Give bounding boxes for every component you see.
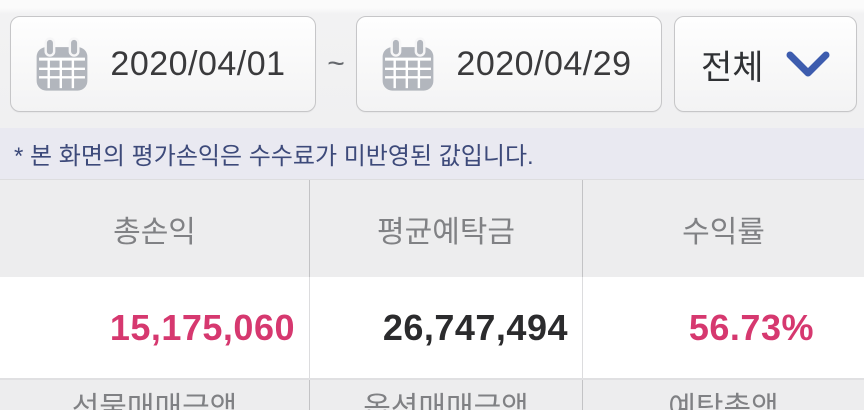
calendar-icon [382,37,434,91]
value-row-1: 15,175,060 26,747,494 56.73% [0,277,864,378]
date-to-value: 2020/04/29 [456,44,632,83]
profit-summary-table: 총손익 평균예탁금 수익률 15,175,060 26,747,494 56.7… [0,180,864,410]
filter-toolbar: 2020/04/01 ~ 2020/04/29 전체 [0,0,864,128]
header-row-1: 총손익 평균예탁금 수익률 [0,180,864,277]
header-return-rate: 수익률 [682,215,765,249]
chevron-down-icon [786,51,830,77]
header-options-trade-amount: 옵션매매금액 [310,380,583,410]
calendar-icon [36,37,88,91]
scope-dropdown[interactable]: 전체 [674,16,857,112]
header-total-deposit: 예탁총액 [668,392,779,410]
fee-disclaimer-strip: * 본 화면의 평가손익은 수수료가 미반영된 값입니다. [0,128,864,180]
fee-disclaimer-text: * 본 화면의 평가손익은 수수료가 미반영된 값입니다. [14,143,534,170]
header-avg-deposit: 평균예탁금 [310,180,583,277]
value-total-pnl: 15,175,060 [0,277,310,378]
date-from-value: 2020/04/01 [110,44,286,83]
date-range-separator: ~ [327,47,345,80]
header-total-pnl: 총손익 [0,180,310,277]
value-avg-deposit: 26,747,494 [310,277,583,378]
date-to-button[interactable]: 2020/04/29 [356,16,662,112]
header-futures-trade-amount: 선물매매금액 [0,380,310,410]
value-return-rate: 56.73% [688,306,814,348]
date-from-button[interactable]: 2020/04/01 [10,16,316,112]
header-row-2-clipped: 선물매매금액 옵션매매금액 예탁총액 [0,378,864,410]
scope-dropdown-value: 전체 [701,48,764,87]
